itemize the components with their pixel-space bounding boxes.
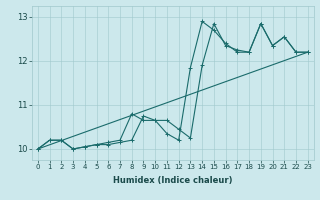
X-axis label: Humidex (Indice chaleur): Humidex (Indice chaleur) <box>113 176 233 185</box>
